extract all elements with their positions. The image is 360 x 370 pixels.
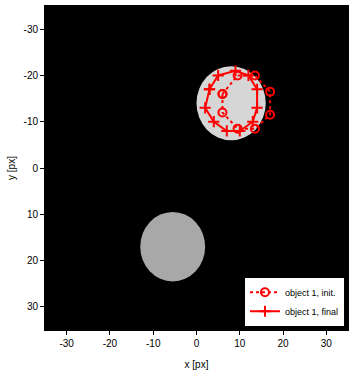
svg-text:-30: -30 [24,24,39,35]
svg-text:-30: -30 [59,338,74,349]
svg-text:10: 10 [234,338,246,349]
svg-text:20: 20 [27,255,39,266]
svg-text:30: 30 [321,338,333,349]
svg-text:-10: -10 [146,338,161,349]
svg-text:20: 20 [278,338,290,349]
svg-text:30: 30 [27,301,39,312]
svg-text:0: 0 [194,338,200,349]
svg-text:-20: -20 [103,338,118,349]
svg-text:object 1, final: object 1, final [285,307,338,317]
svg-text:y [px]: y [px] [6,156,17,180]
svg-text:-10: -10 [24,116,39,127]
svg-text:0: 0 [32,163,38,174]
svg-text:x [px]: x [px] [185,359,209,370]
svg-text:object 1, init.: object 1, init. [285,288,336,298]
svg-text:-20: -20 [24,70,39,81]
svg-text:10: 10 [27,209,39,220]
